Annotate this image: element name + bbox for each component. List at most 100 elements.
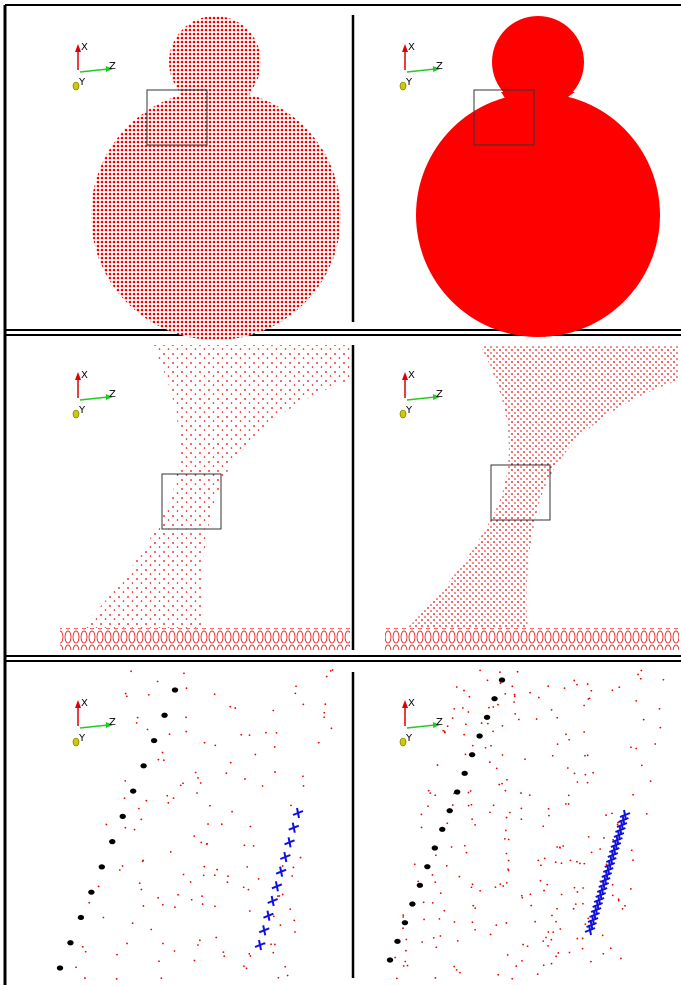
point xyxy=(170,851,172,853)
marker-dot xyxy=(394,939,400,944)
point xyxy=(147,729,149,731)
point xyxy=(561,894,563,896)
point xyxy=(197,944,199,946)
point xyxy=(405,939,407,941)
point xyxy=(150,929,152,931)
point xyxy=(504,838,506,840)
point xyxy=(274,944,276,946)
point xyxy=(160,977,162,979)
point xyxy=(202,903,204,905)
point xyxy=(640,678,642,680)
point xyxy=(514,694,516,696)
axis-label: Z xyxy=(436,389,443,400)
point xyxy=(253,845,255,847)
point xyxy=(547,931,549,933)
marker-dot xyxy=(67,940,73,945)
point xyxy=(435,977,437,979)
axis-label: Y xyxy=(78,405,86,416)
point xyxy=(562,845,564,847)
point xyxy=(465,753,467,755)
point xyxy=(244,844,246,846)
point xyxy=(200,841,202,843)
point xyxy=(624,905,626,907)
point xyxy=(302,704,304,706)
point xyxy=(502,725,504,727)
point xyxy=(407,965,409,967)
point xyxy=(214,693,216,695)
point xyxy=(551,963,553,965)
point xyxy=(471,921,473,923)
point xyxy=(243,965,245,967)
point xyxy=(587,683,589,685)
point xyxy=(635,748,637,750)
point xyxy=(506,817,508,819)
z-axis-arrow xyxy=(407,397,435,400)
point xyxy=(472,745,474,747)
point xyxy=(404,961,406,963)
point xyxy=(190,881,192,883)
point xyxy=(414,863,416,865)
point xyxy=(273,915,275,917)
point xyxy=(641,764,643,766)
point xyxy=(456,686,458,688)
point xyxy=(540,880,542,882)
point xyxy=(122,865,124,867)
point xyxy=(433,937,435,939)
axis-label: Z xyxy=(109,61,116,72)
point xyxy=(537,859,539,861)
point xyxy=(471,818,473,820)
point xyxy=(468,696,470,698)
point xyxy=(492,731,494,733)
marker-dot xyxy=(499,677,505,682)
shape-right-1 xyxy=(416,16,660,337)
point xyxy=(471,886,473,888)
point xyxy=(583,863,585,865)
point xyxy=(293,919,295,921)
point xyxy=(272,710,274,712)
point xyxy=(618,900,620,902)
axis-label: Z xyxy=(436,61,443,72)
cross-marker xyxy=(293,808,303,818)
point xyxy=(443,910,445,912)
point xyxy=(454,921,456,923)
point xyxy=(222,951,224,953)
point xyxy=(294,931,296,933)
point xyxy=(215,937,217,939)
shape-left-2 xyxy=(60,345,350,650)
point xyxy=(294,692,296,694)
point xyxy=(423,919,425,921)
point xyxy=(199,939,201,941)
point xyxy=(603,837,605,839)
z-axis-arrow xyxy=(407,725,435,728)
point xyxy=(588,836,590,838)
point xyxy=(501,783,503,785)
point xyxy=(513,701,515,703)
point xyxy=(599,848,601,850)
point xyxy=(185,716,187,718)
point xyxy=(214,874,216,876)
point xyxy=(622,908,624,910)
point xyxy=(124,827,126,829)
point xyxy=(515,965,517,967)
marker-dot xyxy=(151,738,157,743)
point xyxy=(402,927,404,929)
point xyxy=(610,947,612,949)
point xyxy=(258,878,260,880)
point xyxy=(332,669,334,671)
point xyxy=(602,935,604,937)
point xyxy=(139,882,141,884)
marker-dot xyxy=(130,788,136,793)
axis-label: Y xyxy=(78,733,86,744)
point xyxy=(579,863,581,865)
point xyxy=(420,814,422,816)
point xyxy=(290,805,292,807)
point xyxy=(243,886,245,888)
point xyxy=(551,709,553,711)
point xyxy=(157,897,159,899)
point xyxy=(575,903,577,905)
point xyxy=(402,914,404,916)
point xyxy=(557,743,559,745)
point xyxy=(590,690,592,692)
point xyxy=(324,703,326,705)
point xyxy=(520,808,522,810)
